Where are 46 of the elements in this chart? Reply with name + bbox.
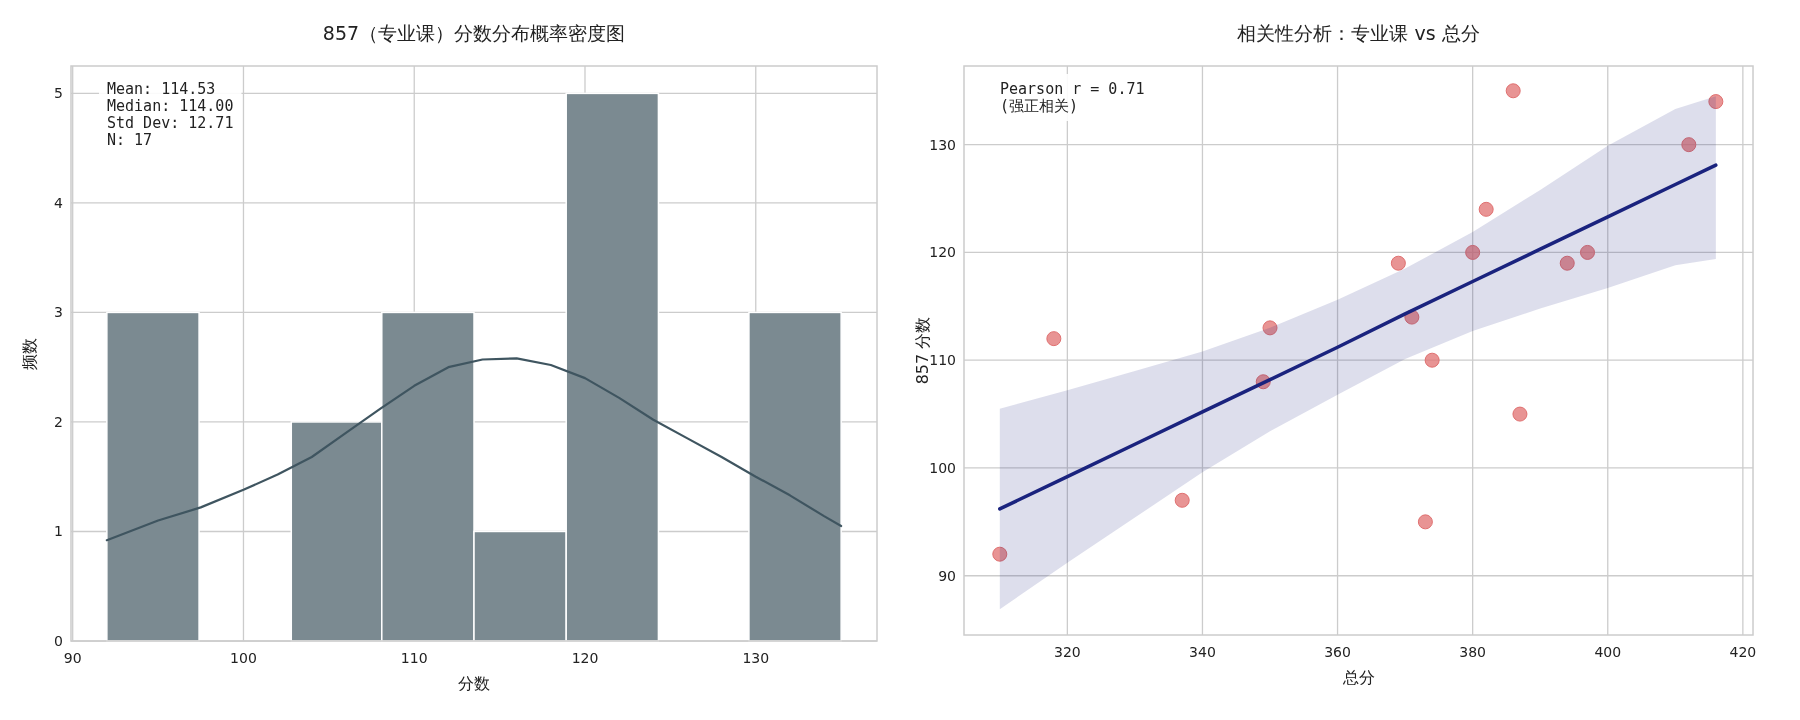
point <box>1580 244 1595 260</box>
x-tick-label: 340 <box>1189 644 1216 660</box>
line-series <box>998 163 1718 511</box>
x-axis-title: 总分 <box>1341 668 1375 687</box>
y-tick-label: 90 <box>938 567 956 584</box>
y-tick-label: 3 <box>54 304 63 321</box>
y-tick-label: 2 <box>54 413 63 430</box>
chart-title: 857（专业课）分数分布概率密度图 <box>322 22 626 44</box>
x-tick-label: 130 <box>742 650 770 666</box>
y-tick-label: 5 <box>54 85 63 102</box>
y-tick-label: 110 <box>929 352 956 369</box>
x-tick-label: 120 <box>571 650 599 666</box>
point <box>1424 352 1440 368</box>
y-tick-label: 0 <box>54 633 63 649</box>
x-axis-title: 分数 <box>458 674 490 693</box>
point <box>1512 406 1528 422</box>
point <box>1174 492 1190 508</box>
point <box>1465 244 1481 260</box>
y-axis-title: 频数 <box>20 337 39 370</box>
annotation: Pearson r = 0.71 (强正相关) <box>1000 80 1145 115</box>
annotation: Mean: 114.53 Median: 114.00 Std Dev: 12.71 N: 17 <box>107 80 234 149</box>
point <box>1708 94 1724 110</box>
x-tick-label: 360 <box>1324 644 1351 660</box>
y-tick-label: 1 <box>54 523 63 540</box>
point <box>992 546 1008 562</box>
x-tick-label: 320 <box>1053 644 1081 660</box>
y-axis-title: 857 分数 <box>913 316 932 385</box>
y-tick-label: 4 <box>54 194 64 211</box>
point <box>1046 331 1062 347</box>
y-tick-label: 120 <box>929 244 956 261</box>
x-tick-label: 110 <box>400 650 428 666</box>
y-tick-label: 130 <box>929 136 956 153</box>
point <box>1478 201 1494 217</box>
point <box>1262 320 1278 336</box>
chart-title: 相关性分析：专业课 vs 总分 <box>1237 22 1480 44</box>
y-tick-label: 100 <box>929 459 956 476</box>
point <box>1390 255 1406 271</box>
point <box>1417 514 1433 530</box>
x-tick-label: 380 <box>1459 644 1487 660</box>
line-series <box>105 357 843 542</box>
x-tick-label: 420 <box>1729 644 1757 660</box>
point <box>1681 137 1697 153</box>
x-tick-label: 100 <box>230 650 257 666</box>
x-tick-label: 400 <box>1594 644 1622 660</box>
point <box>1559 255 1575 271</box>
point <box>1505 83 1521 99</box>
